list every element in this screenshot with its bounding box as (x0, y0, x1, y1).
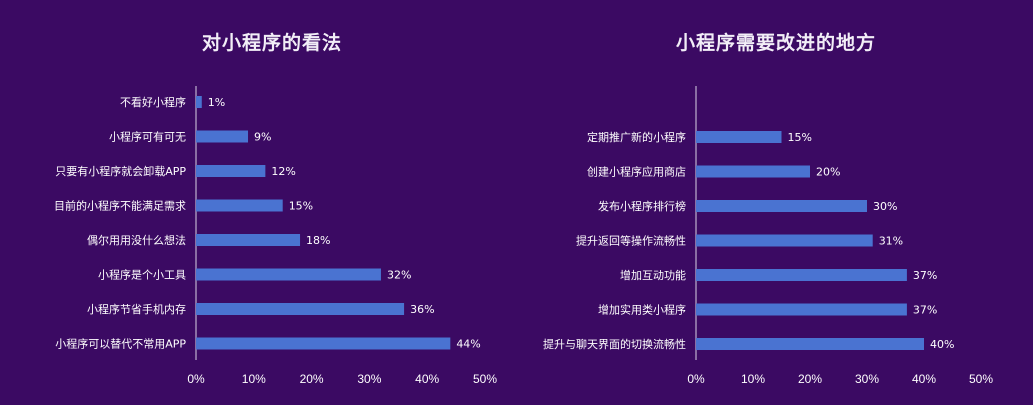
left-chart: 不看好小程序 1% 小程序可有可无 9% 只要有小程序就会卸载APP 12% 目前的小程序不… (54, 86, 497, 386)
right-x-tick-label: 20% (798, 372, 822, 386)
right-category-label: 提升与聊天界面的切换流畅性 (543, 337, 686, 351)
right-x-tick-label: 0% (687, 372, 705, 386)
right-value-label: 37% (913, 269, 937, 282)
right-x-tick-label: 30% (855, 372, 879, 386)
right-x-tick-label: 10% (741, 372, 765, 386)
left-category-label: 小程序节省手机内存 (87, 302, 186, 316)
right-value-label: 15% (788, 131, 812, 144)
right-value-label: 40% (930, 338, 954, 351)
right-value-label: 20% (816, 166, 840, 179)
left-bar (196, 234, 301, 246)
left-x-tick-label: 20% (300, 372, 324, 386)
right-category-label: 创建小程序应用商店 (587, 165, 686, 179)
right-chart-title: 小程序需要改进的地方 (676, 32, 877, 54)
right-bar (696, 165, 810, 178)
right-x-tick-label: 40% (912, 372, 936, 386)
left-bar (196, 130, 249, 143)
left-value-label: 44% (456, 338, 480, 351)
left-category-label: 小程序可有可无 (109, 130, 186, 144)
right-category-label: 增加实用类小程序 (598, 303, 686, 317)
left-bar (196, 303, 405, 315)
left-value-label: 32% (387, 269, 411, 282)
left-value-label: 18% (306, 234, 330, 247)
right-category-label: 发布小程序排行榜 (598, 199, 686, 213)
left-category-label: 不看好小程序 (120, 95, 186, 109)
left-value-label: 9% (254, 131, 271, 144)
left-category-label: 小程序是个小工具 (98, 268, 186, 282)
left-x-tick-label: 40% (415, 372, 439, 386)
left-category-label: 只要有小程序就会卸载APP (55, 164, 186, 178)
left-x-tick-label: 10% (242, 372, 266, 386)
right-bar (696, 303, 907, 316)
right-value-label: 31% (879, 235, 903, 248)
left-category-label: 偶尔用用没什么想法 (87, 233, 186, 247)
left-category-label: 目前的小程序不能满足需求 (54, 199, 186, 213)
left-bar (196, 268, 381, 281)
left-category-label: 小程序可以替代不常用APP (55, 337, 186, 351)
left-bar (196, 165, 266, 177)
left-bar (196, 199, 283, 212)
right-bar (696, 131, 782, 143)
left-value-label: 1% (208, 96, 225, 109)
left-bar (196, 337, 451, 350)
right-bar (696, 269, 907, 281)
right-value-label: 30% (873, 200, 897, 213)
right-bar (696, 200, 867, 212)
left-x-tick-label: 30% (357, 372, 381, 386)
right-category-label: 定期推广新的小程序 (587, 130, 686, 144)
right-value-label: 37% (913, 304, 937, 317)
right-bar (696, 234, 873, 247)
left-bar (196, 96, 202, 108)
right-x-tick-label: 50% (969, 372, 993, 386)
left-value-label: 12% (271, 165, 295, 178)
left-value-label: 36% (410, 303, 434, 316)
right-bar (696, 338, 924, 350)
left-x-tick-label: 0% (187, 372, 205, 386)
right-category-label: 增加互动功能 (620, 268, 686, 282)
right-category-label: 提升返回等操作流畅性 (576, 234, 686, 248)
left-x-tick-label: 50% (473, 372, 497, 386)
right-chart: 定期推广新的小程序 15% 创建小程序应用商店 20% 发布小程序排行榜 30% 提升返回等… (543, 86, 993, 386)
left-chart-title: 对小程序的看法 (202, 32, 343, 54)
left-value-label: 15% (289, 200, 313, 213)
